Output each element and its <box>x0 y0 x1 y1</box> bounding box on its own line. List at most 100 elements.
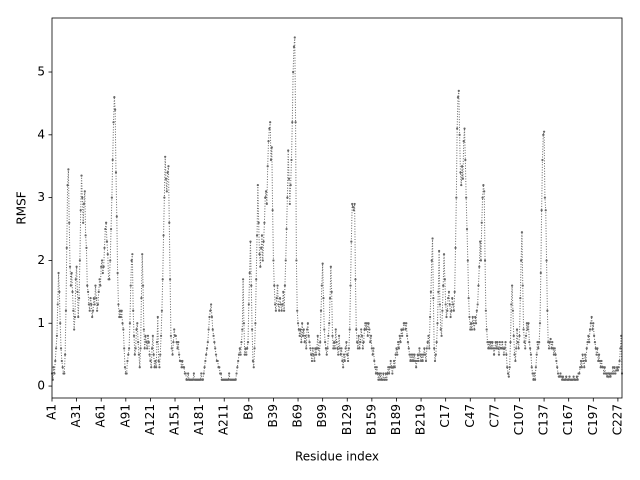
point <box>84 234 87 237</box>
point <box>507 375 510 378</box>
point <box>310 359 314 363</box>
point <box>87 303 91 306</box>
point <box>330 290 333 293</box>
point <box>180 366 183 369</box>
point <box>385 378 388 381</box>
point <box>126 359 129 363</box>
point <box>136 322 139 325</box>
point <box>594 347 597 350</box>
point <box>381 378 384 381</box>
point <box>210 303 213 306</box>
point <box>526 328 529 331</box>
point <box>426 340 429 344</box>
point <box>473 328 476 331</box>
x-tick-label: A1 <box>45 404 59 420</box>
y-tick-label: 0 <box>37 379 45 393</box>
point <box>384 372 387 375</box>
point <box>80 174 83 177</box>
point <box>521 284 524 287</box>
point <box>281 303 284 306</box>
point <box>481 196 484 199</box>
point <box>214 347 217 350</box>
point <box>535 353 538 356</box>
point <box>125 372 128 375</box>
point <box>120 309 123 312</box>
point <box>547 347 551 350</box>
y-tick-label: 1 <box>37 316 45 330</box>
point <box>150 347 154 350</box>
point <box>447 290 451 293</box>
point <box>155 340 159 344</box>
point <box>279 303 282 306</box>
point <box>430 259 433 262</box>
point <box>591 328 594 331</box>
point <box>340 347 343 350</box>
point <box>317 347 320 350</box>
point <box>299 328 302 331</box>
point <box>462 140 465 143</box>
point <box>515 328 519 331</box>
point <box>454 246 457 249</box>
point <box>71 290 74 293</box>
point <box>146 334 150 337</box>
point <box>450 309 453 312</box>
point <box>95 297 98 300</box>
point <box>583 366 586 369</box>
point <box>264 190 268 193</box>
point <box>492 353 496 356</box>
point <box>576 378 579 381</box>
point <box>353 202 356 206</box>
point <box>618 359 621 363</box>
point <box>144 334 147 337</box>
point <box>134 347 137 350</box>
point <box>554 353 557 356</box>
point <box>519 297 522 300</box>
point <box>414 359 417 363</box>
point <box>186 378 189 381</box>
point <box>143 347 146 350</box>
point <box>135 328 138 331</box>
point <box>88 309 91 312</box>
point <box>424 359 428 363</box>
point <box>561 375 565 378</box>
point <box>418 347 421 350</box>
point <box>251 359 255 363</box>
point <box>147 340 150 344</box>
point <box>114 171 118 174</box>
point <box>78 259 81 262</box>
point <box>269 158 273 162</box>
point <box>588 340 591 344</box>
point <box>406 340 410 344</box>
point <box>438 303 442 306</box>
point <box>374 366 377 369</box>
point <box>255 234 259 237</box>
point <box>528 340 531 344</box>
point <box>326 347 329 350</box>
point <box>118 315 121 319</box>
point <box>75 265 78 268</box>
point <box>392 366 395 369</box>
point <box>58 290 61 293</box>
point <box>553 347 556 350</box>
point <box>172 340 175 344</box>
point <box>79 209 82 212</box>
point <box>216 359 219 363</box>
point <box>606 375 609 378</box>
point <box>362 340 365 344</box>
point <box>56 303 59 306</box>
point <box>322 297 325 300</box>
point <box>615 369 618 372</box>
point <box>148 353 151 356</box>
point <box>52 366 55 369</box>
point <box>407 347 410 350</box>
point <box>82 202 86 206</box>
point <box>294 121 297 124</box>
point <box>128 322 132 325</box>
point <box>262 240 265 243</box>
point <box>590 315 593 319</box>
point <box>445 315 448 319</box>
point <box>102 265 105 268</box>
point <box>503 347 506 350</box>
point <box>517 347 520 350</box>
